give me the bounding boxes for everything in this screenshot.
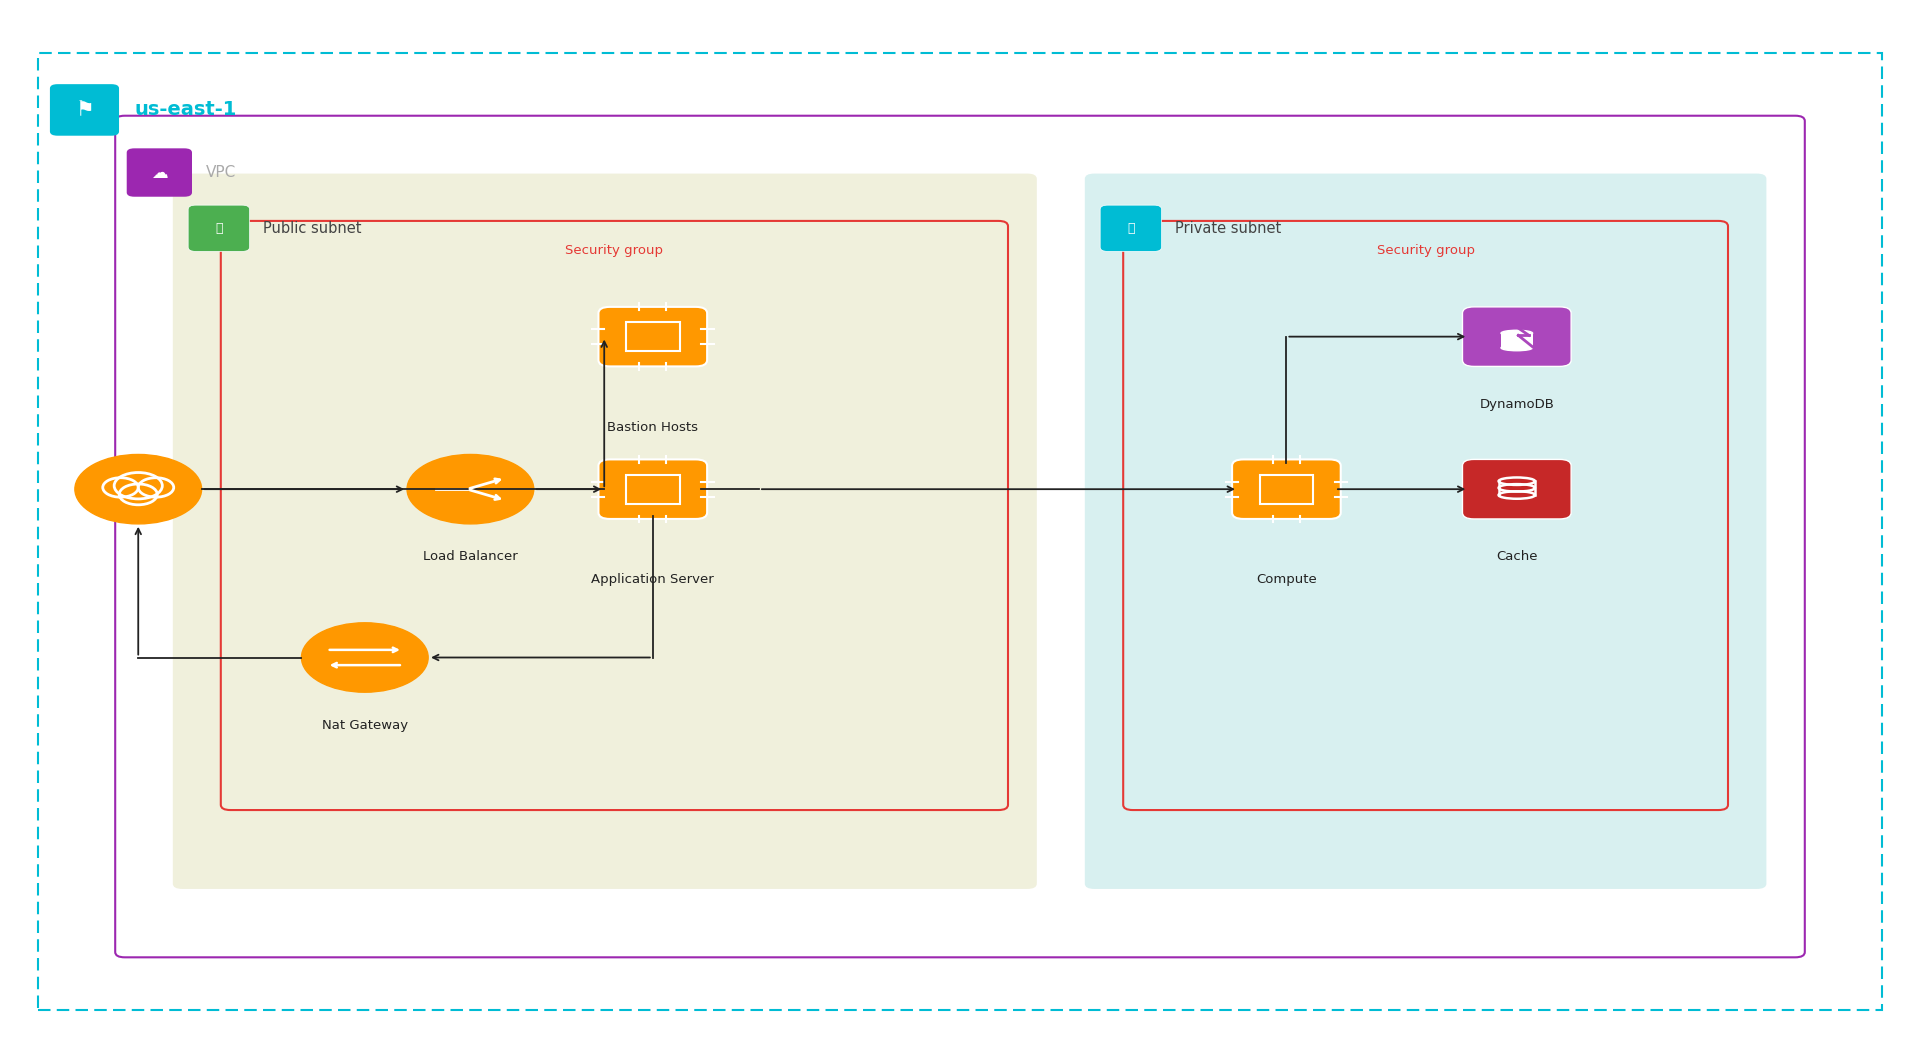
Text: Bastion Hosts: Bastion Hosts	[607, 421, 699, 433]
FancyBboxPatch shape	[173, 174, 1037, 889]
Text: Public subnet: Public subnet	[263, 221, 361, 236]
Text: Nat Gateway: Nat Gateway	[323, 719, 407, 731]
Ellipse shape	[1501, 330, 1532, 336]
Text: VPC: VPC	[205, 165, 236, 180]
Text: Application Server: Application Server	[591, 573, 714, 586]
FancyBboxPatch shape	[1463, 460, 1571, 519]
Text: Compute: Compute	[1256, 573, 1317, 586]
Text: DynamoDB: DynamoDB	[1480, 398, 1553, 410]
Text: ☁: ☁	[152, 163, 167, 182]
Text: 🔒: 🔒	[1127, 222, 1135, 235]
Circle shape	[407, 454, 534, 524]
Circle shape	[301, 623, 428, 692]
FancyBboxPatch shape	[1100, 205, 1162, 251]
Ellipse shape	[1501, 345, 1532, 350]
FancyBboxPatch shape	[599, 460, 707, 519]
FancyBboxPatch shape	[1085, 174, 1766, 889]
Text: us-east-1: us-east-1	[134, 100, 236, 120]
FancyBboxPatch shape	[1463, 307, 1571, 366]
Text: Security group: Security group	[1377, 244, 1475, 257]
Text: Load Balancer: Load Balancer	[422, 550, 518, 563]
FancyBboxPatch shape	[599, 307, 707, 366]
Text: Private subnet: Private subnet	[1175, 221, 1281, 236]
FancyBboxPatch shape	[50, 84, 119, 136]
Text: Security group: Security group	[564, 244, 664, 257]
Text: 🔒: 🔒	[215, 222, 223, 235]
Circle shape	[75, 454, 202, 524]
Bar	[1501, 333, 1532, 348]
FancyBboxPatch shape	[115, 116, 1805, 957]
Text: ⚑: ⚑	[75, 100, 94, 120]
FancyBboxPatch shape	[1233, 460, 1340, 519]
Text: Cache: Cache	[1496, 550, 1538, 563]
FancyBboxPatch shape	[188, 205, 250, 251]
FancyBboxPatch shape	[127, 148, 192, 197]
